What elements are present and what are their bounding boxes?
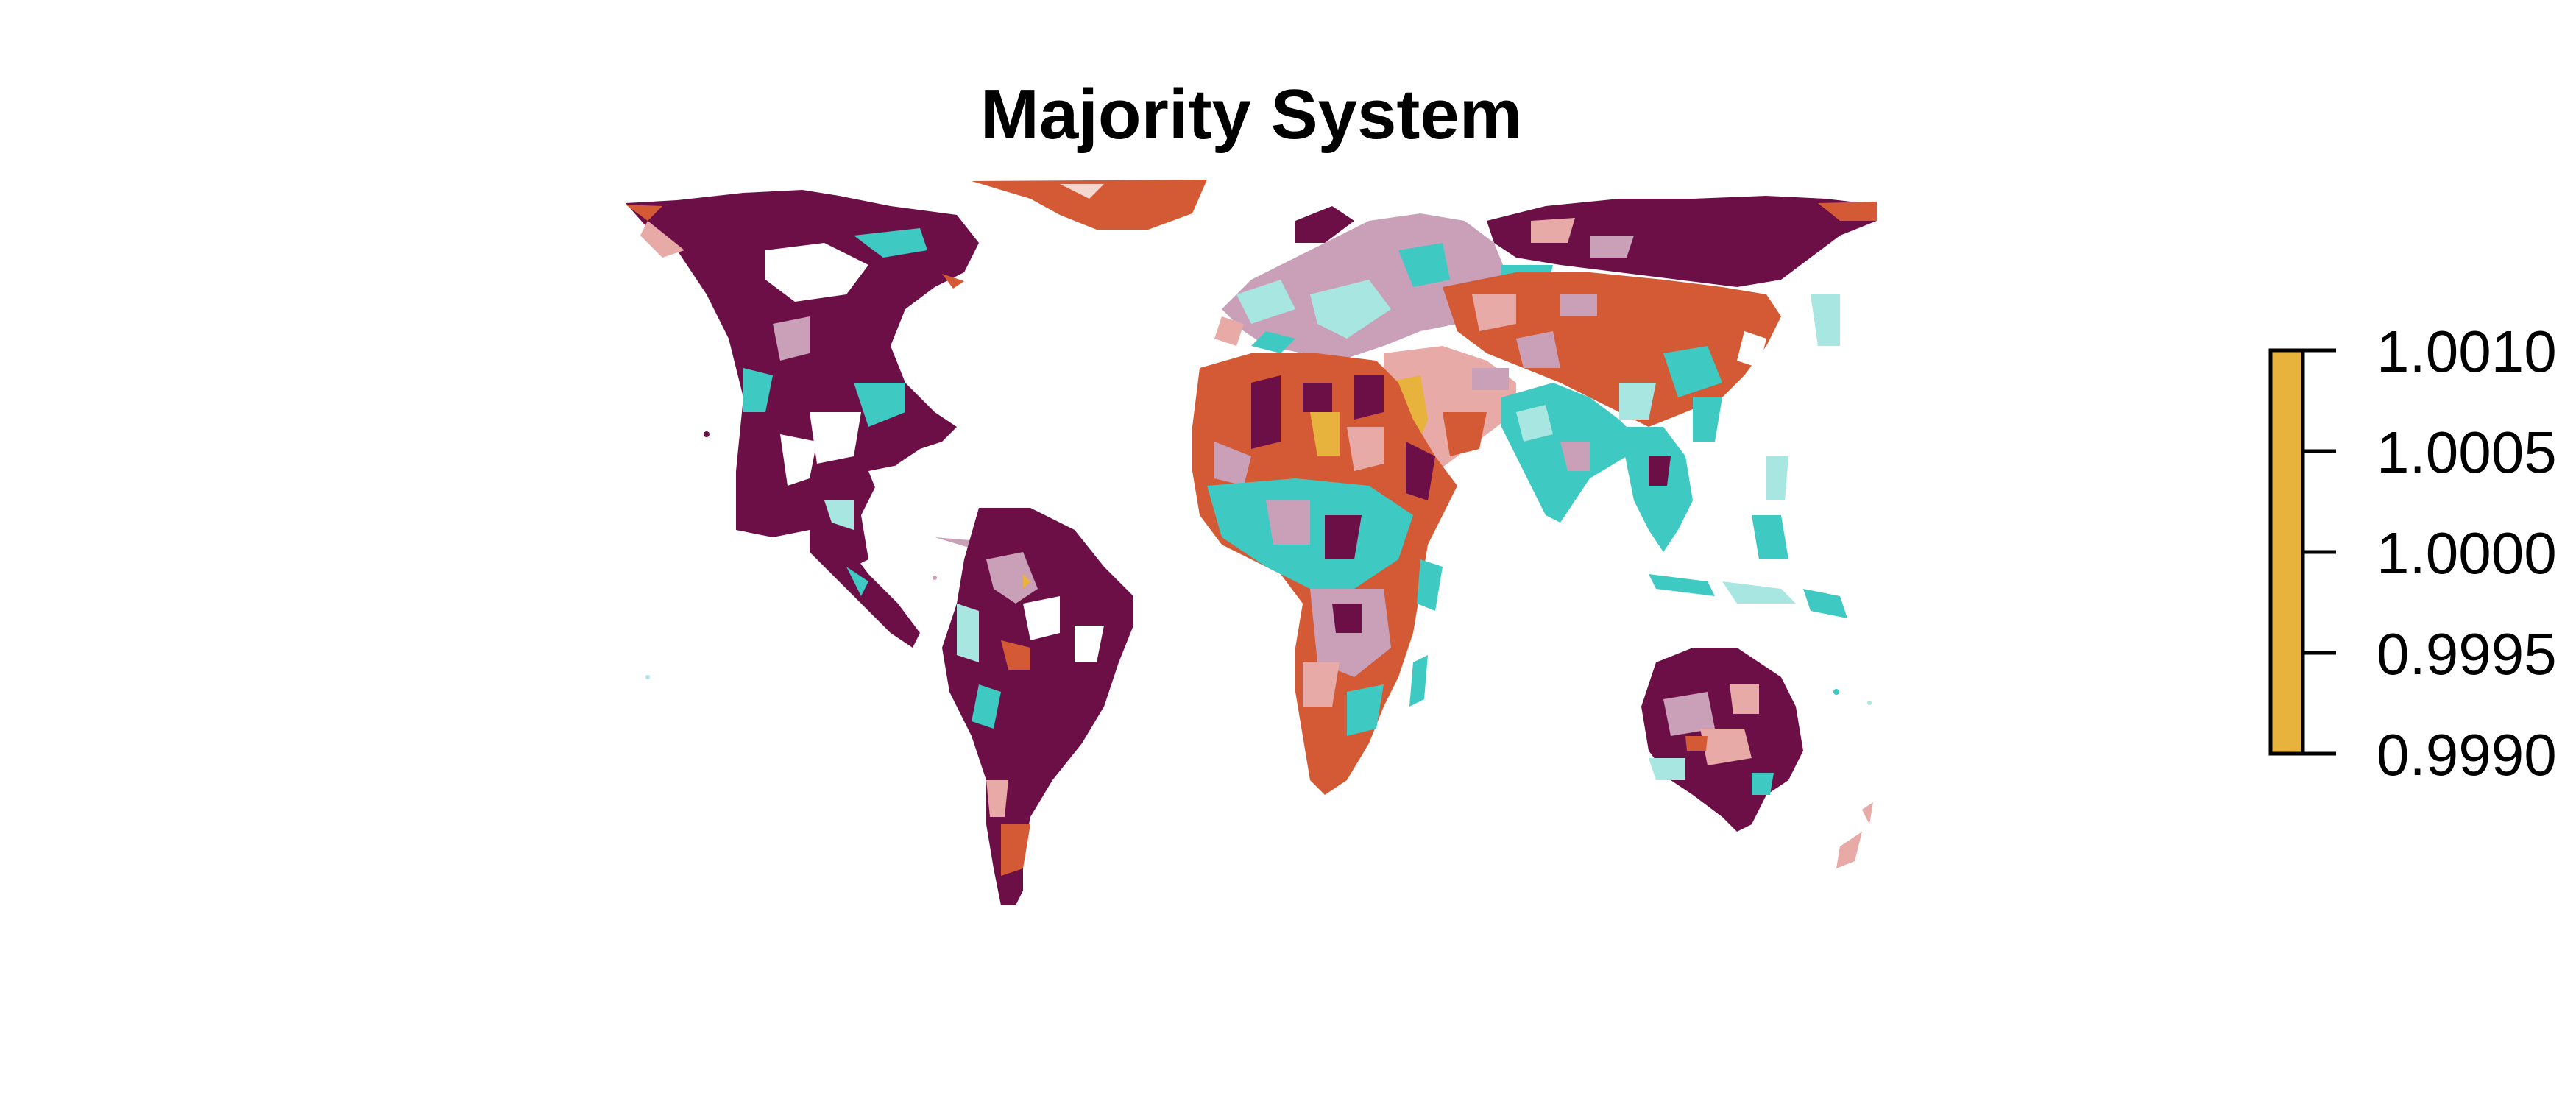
south-america-region <box>942 508 1133 905</box>
north-america-region <box>626 190 979 567</box>
colorbar-axis <box>2301 348 2336 756</box>
colorbar-tick-label: 1.0000 <box>2377 520 2557 586</box>
india-region <box>1501 383 1641 523</box>
europe-region <box>1214 206 1509 361</box>
colorbar-fill <box>2268 348 2305 756</box>
central-east-asia-region <box>1443 272 1781 427</box>
madagascar-region <box>1409 655 1428 707</box>
colorbar-tick-label: 1.0010 <box>2377 319 2557 384</box>
new-zealand-region <box>1836 802 1873 868</box>
map-title: Majority System <box>980 75 1522 154</box>
central-america-region <box>810 530 979 648</box>
colorbar-tick-label: 1.0005 <box>2377 420 2557 485</box>
world-map <box>626 180 1877 905</box>
colorbar-legend: 1.0010 1.0005 1.0000 0.9995 0.9990 <box>2268 319 2557 788</box>
australia-region <box>1641 648 1803 832</box>
colorbar-tick-label: 0.9995 <box>2377 621 2557 687</box>
colorbar-tick-label: 0.9990 <box>2377 722 2557 788</box>
scattered-islands <box>645 431 1872 705</box>
africa-region <box>1192 353 1457 795</box>
greenland-region <box>972 180 1207 230</box>
southeast-asia-region <box>1619 294 1847 618</box>
